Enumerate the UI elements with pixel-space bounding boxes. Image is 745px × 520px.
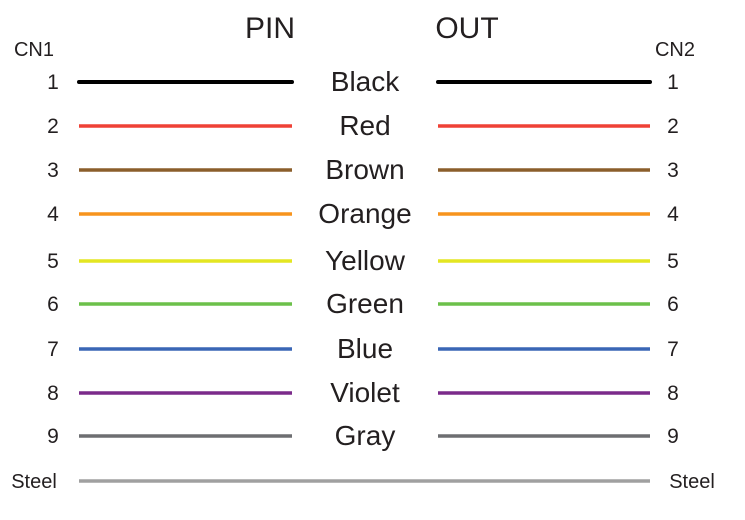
cn2-pin-number: 1 <box>667 71 679 94</box>
cn1-steel-label: Steel <box>11 471 57 493</box>
cn2-pin-number: 2 <box>667 115 679 138</box>
cn1-pin-number: 2 <box>47 115 59 138</box>
cn1-pin-number: 4 <box>47 203 59 226</box>
pin-header: PIN <box>245 12 295 45</box>
wire-color-label: Black <box>331 66 400 97</box>
wire-color-label: Green <box>326 288 404 319</box>
wire-color-label: Orange <box>318 198 411 229</box>
cn1-pin-number: 6 <box>47 293 59 316</box>
cn2-pin-number: 7 <box>667 338 679 361</box>
cn1-label: CN1 <box>14 39 54 61</box>
wire-color-label: Brown <box>325 154 404 185</box>
cn1-pin-number: 7 <box>47 338 59 361</box>
cn1-pin-number: 9 <box>47 425 59 448</box>
wire-color-label: Gray <box>335 420 396 451</box>
cn2-label: CN2 <box>655 39 695 61</box>
cn1-pin-number: 8 <box>47 382 59 405</box>
wire-color-label: Red <box>339 110 390 141</box>
wire-color-label: Blue <box>337 333 393 364</box>
cn2-pin-number: 4 <box>667 203 679 226</box>
cn1-pin-number: 1 <box>47 71 59 94</box>
cn1-pin-number: 3 <box>47 159 59 182</box>
cn2-pin-number: 8 <box>667 382 679 405</box>
out-header: OUT <box>435 12 498 45</box>
cn2-pin-number: 6 <box>667 293 679 316</box>
wire-color-label: Yellow <box>325 245 406 276</box>
cn2-pin-number: 3 <box>667 159 679 182</box>
cn2-pin-number: 5 <box>667 250 679 273</box>
wire-color-label: Violet <box>330 377 400 408</box>
cn2-steel-label: Steel <box>669 471 715 493</box>
cn1-pin-number: 5 <box>47 250 59 273</box>
cn2-pin-number: 9 <box>667 425 679 448</box>
